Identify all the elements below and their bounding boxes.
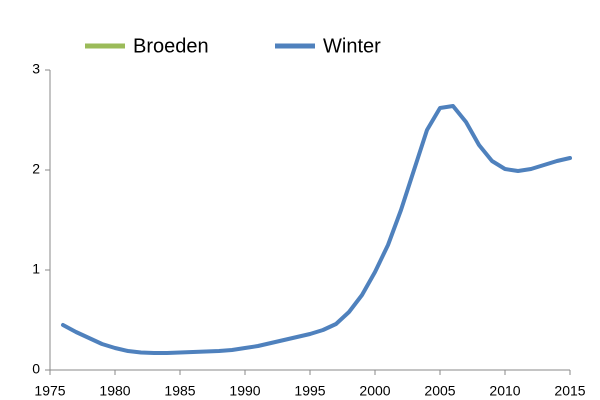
legend-label: Broeden [133,35,209,57]
x-tick-label: 1990 [229,383,260,399]
series-line [61,104,572,355]
legend-label: Winter [323,35,381,57]
x-tick-label: 1975 [34,383,65,399]
x-tick-label: 1995 [294,383,325,399]
x-tick-label: 1980 [99,383,130,399]
y-tick-label: 3 [32,61,40,77]
y-tick-label: 2 [32,161,40,177]
x-tick-label: 2005 [424,383,455,399]
x-tick-label: 1985 [164,383,195,399]
x-tick-label: 2000 [359,383,390,399]
x-tick-label: 2015 [554,383,585,399]
y-tick-label: 0 [32,361,40,377]
y-tick-label: 1 [32,261,40,277]
x-tick-label: 2010 [489,383,520,399]
